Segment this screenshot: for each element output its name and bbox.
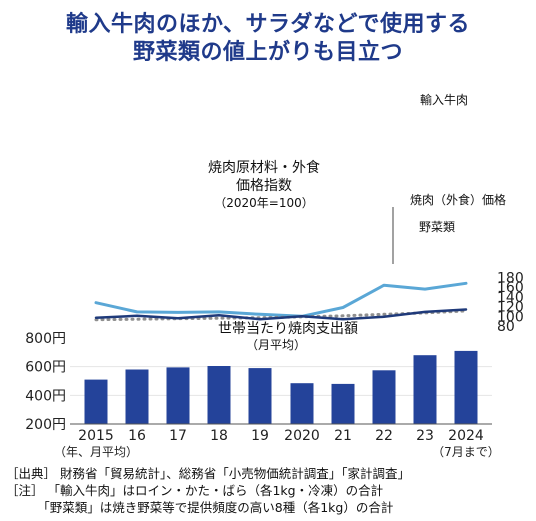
bar-2020	[290, 383, 314, 424]
chart-title-line2: 野菜類の値上がりも目立つ	[132, 40, 403, 65]
note-vegetables: 「野菜類」は焼き野菜等で提供頻度の高い8種（各1kg）の合計	[6, 500, 394, 515]
bar-19	[248, 368, 272, 424]
bar-16	[125, 369, 149, 424]
line-ytick-label: 180	[497, 270, 524, 286]
series-line-0	[94, 281, 468, 318]
x-tick-label: 18	[210, 428, 228, 444]
x-tick-label: 21	[334, 428, 352, 444]
x-tick-label: 22	[375, 428, 393, 444]
legend-vegetables: 野菜類	[419, 220, 455, 234]
bar-2015	[84, 379, 108, 424]
x-tick-label: 16	[128, 428, 146, 444]
x-tick-label: 2015	[78, 428, 114, 444]
bar-chart-subtitle: （月平均）	[246, 338, 306, 352]
bar-17	[166, 367, 190, 424]
x-sublabel-last: （7月まで）	[432, 445, 500, 459]
source-note: ［出典］ 財務省「貿易統計」、総務省「小売物価統計調査」「家計調査」	[6, 466, 410, 481]
legend-beef: 輸入牛肉	[420, 92, 468, 107]
x-tick-label: 17	[169, 428, 187, 444]
bar-ytick-label: 800円	[25, 331, 66, 347]
bar-2024	[454, 350, 478, 424]
chart-title-line1: 輸入牛肉のほか、サラダなどで使用する	[65, 12, 471, 37]
x-tick-label: 2024	[448, 428, 484, 444]
line-chart-title-2: 価格指数	[236, 178, 292, 194]
note-beef: ［注］ 「輸入牛肉」はロイン・かた・ばら（各1kg・冷凍）の合計	[6, 483, 384, 498]
x-tick-label: 19	[251, 428, 269, 444]
line-ytick-label: 100	[497, 309, 524, 325]
x-tick-label: 23	[416, 428, 434, 444]
bar-ytick-label: 400円	[25, 388, 66, 404]
bar-18	[207, 366, 231, 424]
legend-yakiniku: 焼肉（外食）価格	[410, 192, 506, 207]
bar-ytick-label: 600円	[25, 360, 66, 376]
line-chart-title-1: 焼肉原材料・外食	[208, 159, 320, 176]
bar-chart-title: 世帯当たり焼肉支出額	[218, 321, 358, 337]
series-line-2	[94, 308, 468, 321]
bar-23	[413, 355, 437, 424]
line-ytick-label: 160	[497, 280, 524, 296]
bar-ytick-label: 200円	[25, 417, 66, 433]
line-ytick-label: 80	[497, 319, 515, 335]
line-chart-subtitle: （2020年=100）	[214, 196, 314, 210]
line-ytick-label: 120	[497, 300, 524, 316]
bar-21	[331, 383, 355, 424]
x-sublabel-first: （年、月平均）	[54, 445, 138, 459]
x-tick-label: 2020	[284, 428, 320, 444]
line-ytick-label: 140	[497, 290, 524, 306]
bar-22	[372, 370, 396, 424]
